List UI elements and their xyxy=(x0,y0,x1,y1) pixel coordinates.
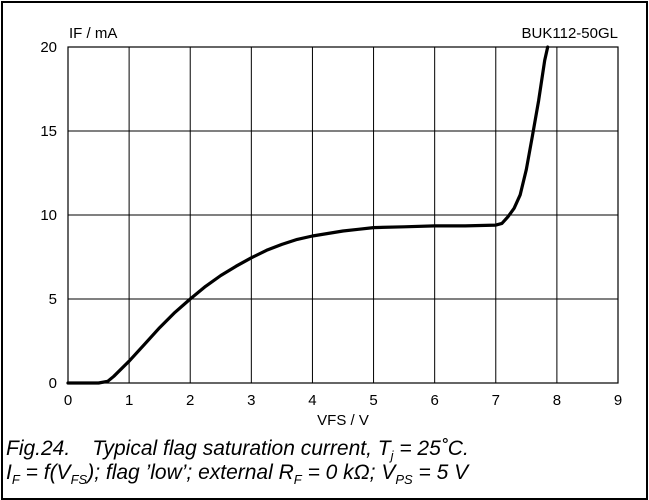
y-tick-label-0: 0 xyxy=(49,375,57,392)
series-layer xyxy=(66,45,550,385)
caption-sub-d: PS xyxy=(395,472,413,487)
x-tick-label-6: 6 xyxy=(430,392,438,409)
caption-title: Typical flag saturation current, T xyxy=(92,437,391,460)
x-tick-label-4: 4 xyxy=(308,392,316,409)
y-tick-label-1: 5 xyxy=(49,291,57,308)
caption-part-e: = 5 V xyxy=(412,461,469,484)
series-line-0 xyxy=(66,45,550,385)
y-tick-label-3: 15 xyxy=(40,123,57,140)
x-axis-label: VFS / V xyxy=(317,412,369,429)
grid xyxy=(67,46,619,384)
plot-border xyxy=(67,46,619,384)
y-tick-label-4: 20 xyxy=(40,39,57,56)
x-tick-label-2: 2 xyxy=(186,392,194,409)
figure-number: Fig.24. xyxy=(6,437,71,460)
x-tick-label-1: 1 xyxy=(125,392,133,409)
x-tick-label-9: 9 xyxy=(614,392,622,409)
caption-part-a: I xyxy=(6,461,12,484)
caption-part-c: ); flag ’low’; external R xyxy=(87,461,294,484)
caption-title-tail: = 25˚C. xyxy=(393,437,469,460)
caption-sub-a: F xyxy=(11,472,20,487)
caption-title-sub: j xyxy=(390,448,394,463)
y-tick-label-2: 10 xyxy=(40,207,57,224)
x-tick-label-5: 5 xyxy=(369,392,377,409)
caption-part-b: = f(V xyxy=(19,461,71,484)
device-label: BUK112-50GL xyxy=(522,25,618,42)
caption-part-d: = 0 kΩ; V xyxy=(301,461,396,484)
caption-line-1: Fig.24. Typical flag saturation current, … xyxy=(6,438,469,462)
x-tick-label-8: 8 xyxy=(553,392,561,409)
caption-sub-c: F xyxy=(293,472,302,487)
caption-line-2: IF = f(VFS); flag ’low’; external RF = 0… xyxy=(6,462,468,486)
x-tick-label-7: 7 xyxy=(492,392,500,409)
tick-labels: 0 1 2 3 4 5 6 7 8 9 0 5 10 15 20 xyxy=(40,39,622,409)
y-axis-label: IF / mA xyxy=(69,25,117,42)
x-tick-label-3: 3 xyxy=(247,392,255,409)
x-tick-label-0: 0 xyxy=(64,392,72,409)
chart: 0 1 2 3 4 5 6 7 8 9 0 5 10 15 20 IF / mA VFS / V BUK11… xyxy=(40,25,622,429)
caption-sub-b: FS xyxy=(70,472,88,487)
